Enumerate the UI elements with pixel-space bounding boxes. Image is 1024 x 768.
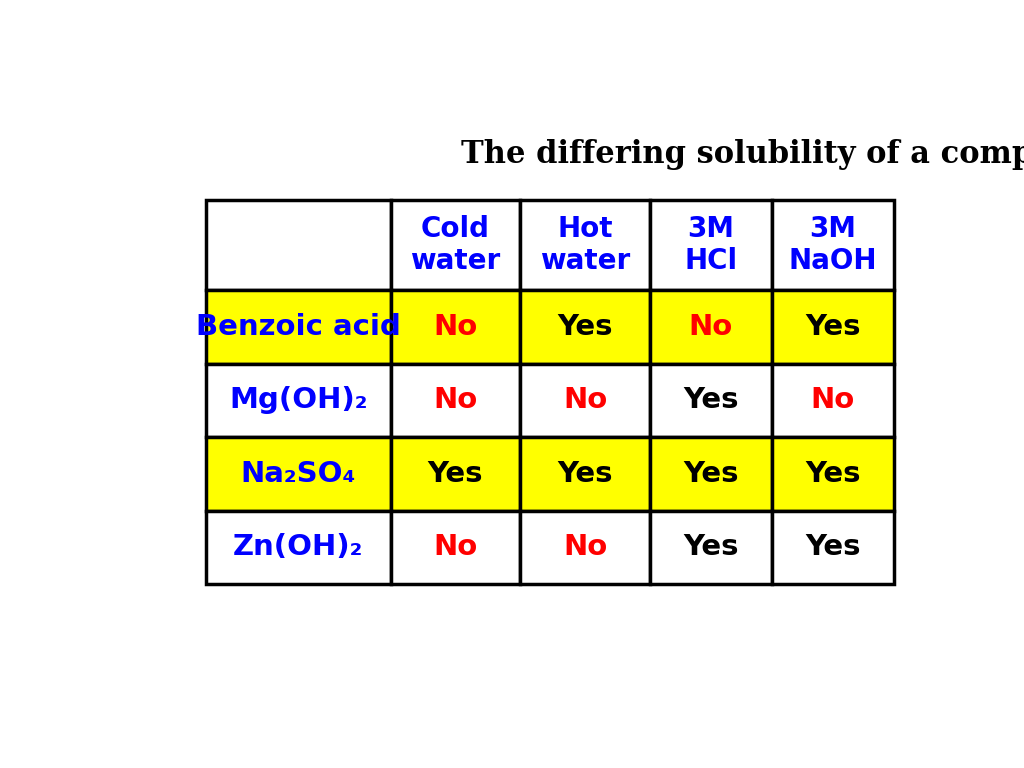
Text: No: No <box>433 534 477 561</box>
Text: Hot
water: Hot water <box>540 215 631 275</box>
Bar <box>390 363 520 437</box>
Text: The differing solubility of a compound in:: The differing solubility of a compound i… <box>461 139 1024 170</box>
Bar <box>390 290 520 363</box>
Text: Cold
water: Cold water <box>411 215 501 275</box>
Text: 3M
NaOH: 3M NaOH <box>788 215 878 275</box>
Text: Yes: Yes <box>428 460 483 488</box>
Bar <box>650 200 772 290</box>
Bar <box>390 200 520 290</box>
Bar <box>206 290 390 363</box>
Text: No: No <box>433 313 477 341</box>
Text: Na₂SO₄: Na₂SO₄ <box>241 460 355 488</box>
Text: Yes: Yes <box>557 313 613 341</box>
Text: Yes: Yes <box>557 460 613 488</box>
Text: No: No <box>563 534 607 561</box>
Text: No: No <box>433 386 477 415</box>
Text: No: No <box>811 386 855 415</box>
Bar <box>390 437 520 511</box>
Bar <box>650 437 772 511</box>
Text: Mg(OH)₂: Mg(OH)₂ <box>229 386 368 415</box>
Bar <box>772 511 894 584</box>
Bar <box>520 511 650 584</box>
Bar <box>520 290 650 363</box>
Text: Yes: Yes <box>805 534 860 561</box>
Bar <box>206 200 390 290</box>
Bar <box>650 511 772 584</box>
Bar <box>772 200 894 290</box>
Text: 3M
HCl: 3M HCl <box>684 215 737 275</box>
Bar <box>650 363 772 437</box>
Bar <box>520 437 650 511</box>
Bar <box>520 363 650 437</box>
Bar <box>206 363 390 437</box>
Text: No: No <box>563 386 607 415</box>
Bar <box>772 363 894 437</box>
Bar <box>390 511 520 584</box>
Text: Benzoic acid: Benzoic acid <box>196 313 400 341</box>
Bar <box>206 437 390 511</box>
Bar <box>650 290 772 363</box>
Bar <box>772 437 894 511</box>
Text: Yes: Yes <box>683 386 738 415</box>
Text: Yes: Yes <box>805 460 860 488</box>
Text: Yes: Yes <box>805 313 860 341</box>
Bar <box>772 290 894 363</box>
Text: No: No <box>689 313 733 341</box>
Text: Yes: Yes <box>683 534 738 561</box>
Bar <box>206 511 390 584</box>
Text: Yes: Yes <box>683 460 738 488</box>
Text: Zn(OH)₂: Zn(OH)₂ <box>233 534 364 561</box>
Bar <box>520 200 650 290</box>
